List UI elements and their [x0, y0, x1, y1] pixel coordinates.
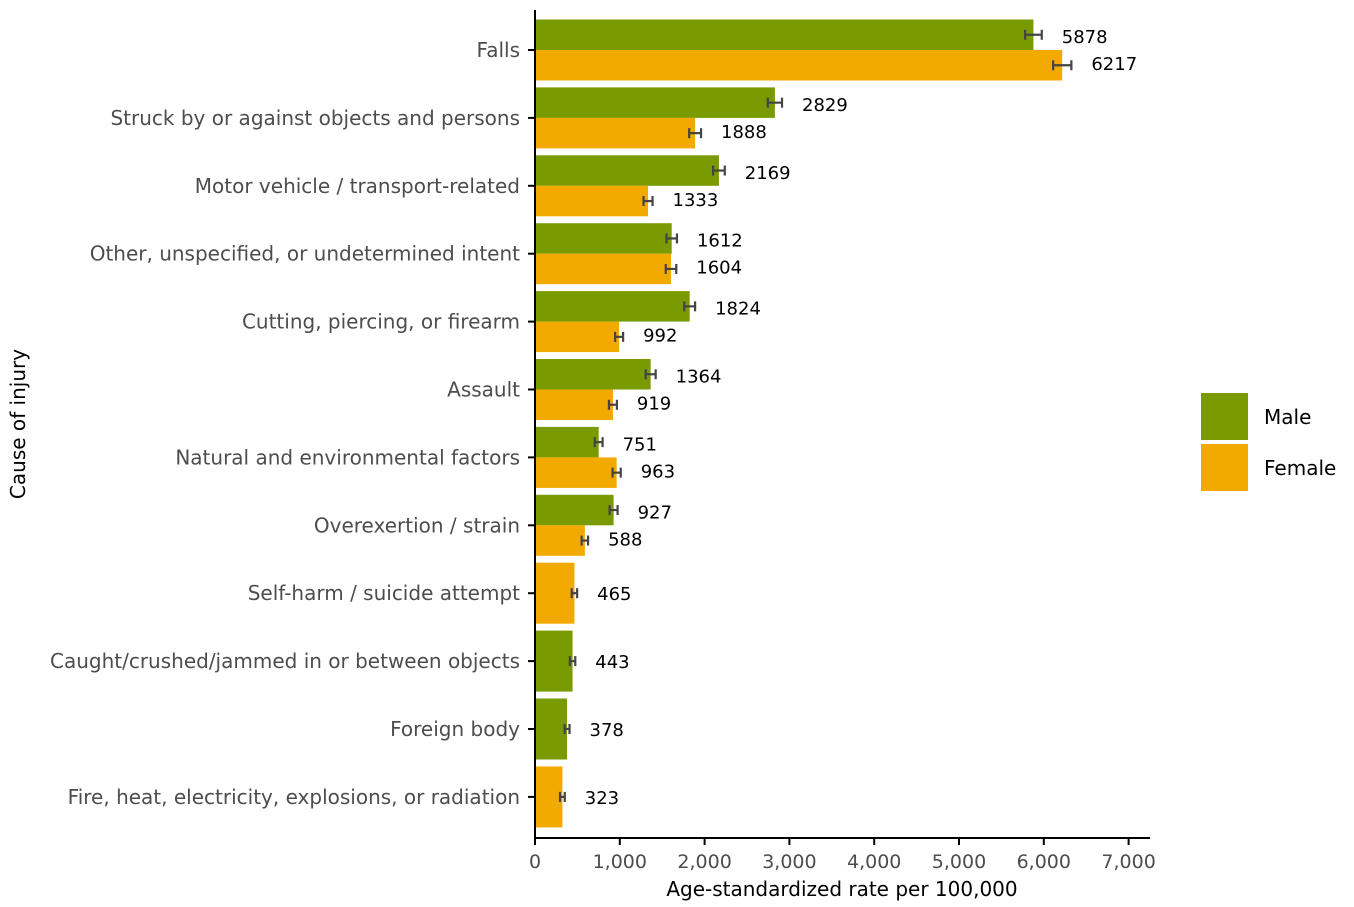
- value-label-male: 2169: [745, 163, 791, 184]
- bar-male: [536, 155, 719, 186]
- error-bar-male: [608, 505, 619, 516]
- bar-male: [536, 698, 568, 760]
- x-tick-label: 7,000: [1101, 851, 1155, 873]
- category-label: Assault: [447, 378, 520, 402]
- error-bar-male: [683, 301, 697, 312]
- value-label-male: 2829: [802, 95, 848, 116]
- bar-female: [536, 562, 575, 624]
- bar-female: [536, 525, 585, 556]
- error-bar-female: [580, 535, 590, 546]
- bar-female: [536, 766, 563, 828]
- error-bar-female: [642, 196, 654, 207]
- category-labels-layer: Falls Struck by or against objects and pe…: [50, 38, 535, 809]
- bars-layer: [536, 19, 1063, 828]
- error-bar-female: [570, 588, 579, 599]
- bar-female: [536, 185, 649, 217]
- legend-swatch-male: [1201, 393, 1248, 440]
- category-label: Foreign body: [390, 717, 520, 741]
- x-axis-title: Age-standardized rate per 100,000: [666, 877, 1017, 901]
- error-bar-female: [614, 331, 625, 342]
- value-label-female: 992: [643, 326, 677, 347]
- category-label: Self-harm / suicide attempt: [248, 581, 520, 605]
- value-label-male: 927: [638, 502, 672, 523]
- bar-female: [536, 117, 696, 149]
- error-bar-male: [766, 97, 784, 108]
- error-bar-female: [688, 128, 703, 139]
- value-label-male: 443: [595, 652, 629, 673]
- category-label: Fire, heat, electricity, explosions, or …: [68, 785, 520, 809]
- category-label: Caught/crushed/jammed in or between obje…: [50, 649, 520, 673]
- axes-layer: [534, 10, 1150, 839]
- x-tick-label: 3,000: [762, 851, 816, 873]
- bar-male: [536, 291, 690, 322]
- bar-female: [536, 50, 1063, 81]
- error-bar-female: [558, 791, 566, 802]
- bar-female: [536, 389, 613, 420]
- bar-male: [536, 630, 573, 692]
- error-bar-female: [607, 399, 619, 410]
- value-label-male: 1612: [697, 231, 743, 252]
- error-bar-male: [711, 165, 726, 176]
- value-label-female: 963: [641, 461, 675, 482]
- category-label: Natural and environmental factors: [175, 445, 520, 469]
- value-label-female: 919: [637, 394, 671, 415]
- y-axis-title: Cause of injury: [6, 349, 30, 499]
- error-bar-male: [563, 724, 571, 734]
- category-label: Overexertion / strain: [314, 513, 520, 537]
- value-labels-layer: 5878 6217 2829 1888 2169 1333 1612 1604 1824 992 1…: [585, 27, 1137, 809]
- error-bar-male: [568, 656, 577, 667]
- x-ticks-layer: 0 1,000 2,000 3,000 4,000 5,000 6,000 7,000: [529, 838, 1156, 873]
- value-label-male: 5878: [1062, 27, 1108, 48]
- value-label-female: 1604: [696, 258, 742, 279]
- error-bar-male: [593, 437, 604, 448]
- x-tick-label: 6,000: [1017, 851, 1071, 873]
- error-bar-male: [1024, 29, 1043, 40]
- legend-swatch-female: [1201, 444, 1248, 491]
- bar-male: [536, 494, 614, 526]
- x-tick-label: 1,000: [593, 851, 647, 873]
- legend-label-female: Female: [1264, 456, 1336, 480]
- value-label-male: 751: [623, 434, 657, 455]
- x-tick-label: 0: [529, 851, 541, 873]
- category-label: Cutting, piercing, or firearm: [242, 310, 520, 334]
- category-label: Struck by or against objects and persons: [110, 106, 520, 130]
- x-tick-label: 5,000: [932, 851, 986, 873]
- value-label-male: 1364: [676, 367, 722, 388]
- value-label-female: 588: [608, 529, 642, 550]
- bar-male: [536, 426, 599, 458]
- value-label-female: 6217: [1091, 54, 1137, 75]
- error-bar-female: [1052, 60, 1073, 71]
- error-bar-female: [664, 263, 678, 274]
- legend: Male Female: [1201, 393, 1336, 491]
- x-tick-label: 4,000: [847, 851, 901, 873]
- bar-female: [536, 457, 617, 488]
- bar-male: [536, 87, 775, 118]
- value-label-male: 1824: [715, 299, 761, 320]
- value-label-female: 1888: [721, 122, 767, 143]
- bar-male: [536, 359, 651, 390]
- bar-male: [536, 19, 1034, 50]
- value-label-female: 1333: [673, 190, 719, 211]
- errorbars-layer: [558, 29, 1073, 802]
- error-bar-male: [665, 233, 679, 244]
- category-label: Falls: [477, 38, 520, 62]
- category-label: Other, unspecified, or undetermined inte…: [90, 242, 520, 266]
- bar-female: [536, 321, 620, 353]
- value-label-female: 465: [597, 584, 631, 605]
- bar-male: [536, 223, 672, 254]
- value-label-male: 378: [590, 720, 624, 741]
- category-label: Motor vehicle / transport-related: [195, 174, 520, 198]
- x-tick-label: 2,000: [677, 851, 731, 873]
- error-bar-male: [644, 369, 657, 380]
- bar-female: [536, 253, 672, 285]
- value-label-female: 323: [585, 788, 619, 809]
- error-bar-female: [611, 467, 622, 478]
- legend-label-male: Male: [1264, 405, 1311, 429]
